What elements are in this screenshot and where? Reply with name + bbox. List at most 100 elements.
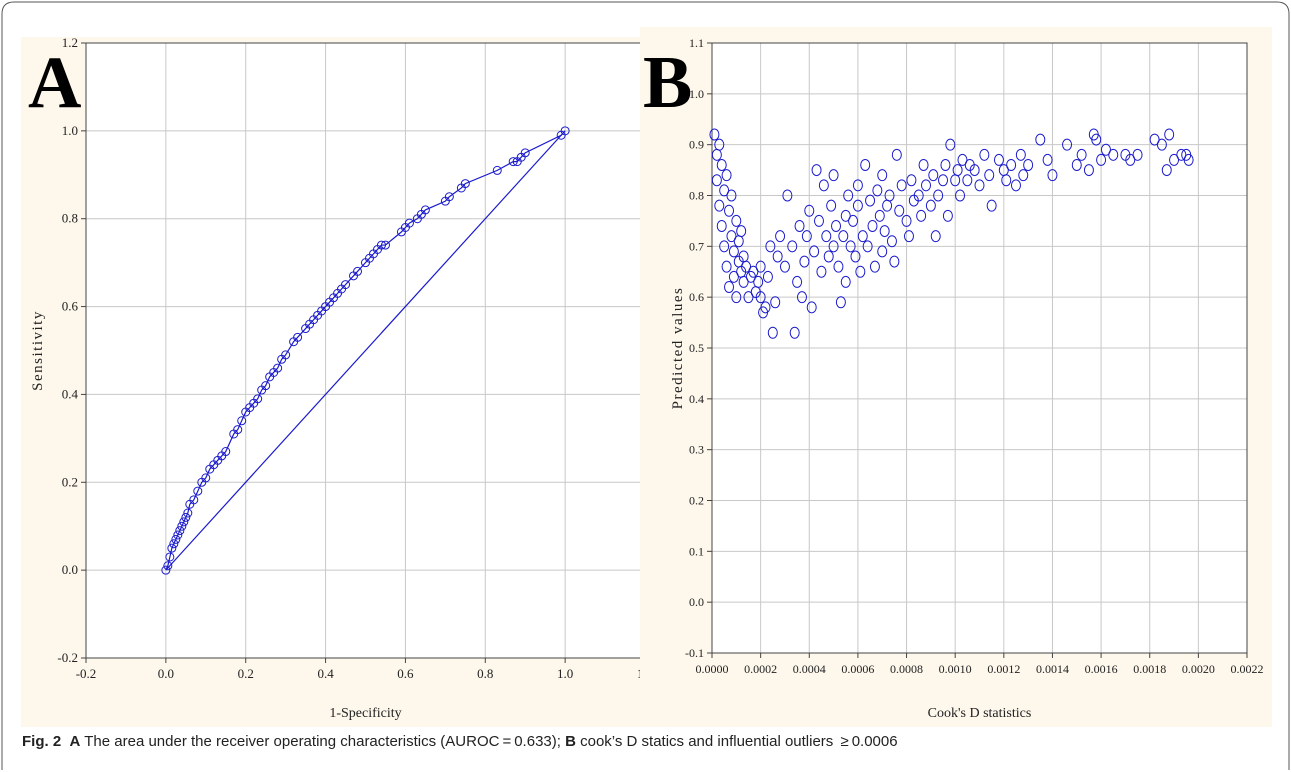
panel-b-data-point [770, 296, 781, 309]
panel-b-data-point [1096, 153, 1107, 166]
panel-b-data-point [731, 291, 742, 304]
panel-b-data-point [979, 148, 990, 161]
panel-b-data-point [1183, 153, 1194, 166]
panel-b-data-point [869, 260, 880, 273]
panel-b-data-point [826, 199, 837, 212]
panel-b-y-tick-label: 0.2 [689, 494, 704, 508]
panel-a-x-tick-label: 0.2 [238, 666, 254, 681]
panel-b-x-tick-label: 0.0018 [1133, 662, 1166, 676]
panel-b-data-point [886, 235, 897, 248]
panel-b-data-point [804, 204, 815, 217]
panel-b-y-tick-label: 0.1 [689, 544, 704, 558]
panel-a-x-tick-label: 0.8 [477, 666, 493, 681]
panel-b-data-point [930, 230, 941, 243]
panel-b-data-point [728, 245, 739, 258]
panel-b-data-point [969, 164, 980, 177]
panel-b-plot-frame [711, 42, 1248, 654]
panel-a-series-line [165, 130, 566, 571]
panel-a-y-tick-label: 1.0 [62, 123, 78, 138]
panel-b-data-point [762, 270, 773, 283]
panel-b-data-point [1125, 153, 1136, 166]
panel-b-data-point [796, 291, 807, 304]
panel-a-y-tick-label: 0.2 [62, 474, 78, 489]
panel-a-data-point [492, 165, 502, 175]
panel-b-data-point [726, 189, 737, 202]
panel-b-data-point [916, 209, 927, 222]
panel-b-data-point [1100, 143, 1111, 156]
panel-b-data-point [801, 230, 812, 243]
panel-b-data-point [962, 174, 973, 187]
panel-b-y-tick-label: 0.4 [689, 392, 704, 406]
panel-a-y-tick-label: 0.8 [62, 211, 78, 226]
panel-b-data-point [760, 301, 771, 314]
panel-b-data-point [748, 265, 759, 278]
panel-b-x-tick-label: 0.0010 [939, 662, 972, 676]
panel-b-y-tick-label: 0.5 [689, 341, 704, 355]
caption-a-letter: A [69, 733, 81, 750]
panel-b-data-point [738, 275, 749, 288]
panel-a-data-point [161, 565, 171, 575]
panel-a-data-point [181, 512, 191, 522]
panel-b-data-point [721, 169, 732, 182]
panel-a-data-point [183, 508, 193, 518]
panel-b-data-point [794, 220, 805, 232]
panel-b-data-point [884, 189, 895, 202]
panel-b-x-tick-label: 0.0004 [793, 662, 826, 676]
panel-b-data-point [809, 245, 820, 258]
panel-a-data-point [171, 534, 181, 544]
panel-b-data-point [835, 296, 846, 309]
panel-b-x-tick-label: 0.0016 [1085, 662, 1118, 676]
caption-a-text: The area under the receiver operating ch… [84, 733, 561, 750]
panel-b-data-point [821, 230, 832, 243]
panel-a-data-point [376, 240, 386, 250]
panel-b-data-point [928, 169, 939, 182]
panel-a-y-tick-label: 0.4 [62, 386, 79, 401]
panel-b-data-point [843, 189, 854, 202]
panel-b-data-point [714, 199, 725, 212]
panel-b-data-point [874, 209, 885, 222]
panel-b-data-point [952, 164, 963, 177]
panel-b-data-point [1006, 159, 1017, 171]
panel-b-data-point [828, 240, 839, 253]
panel-a-data-point [404, 218, 414, 228]
panel-b-data-point [1108, 148, 1119, 161]
panel-b-data-point [1015, 148, 1026, 161]
panel-b-data-point [921, 179, 931, 192]
panel-a-data-point [380, 240, 390, 250]
panel-b-data-point [974, 179, 985, 192]
panel-b-data-point [877, 245, 888, 258]
panel-b-y-tick-label: 1.0 [689, 87, 704, 101]
panel-b-data-point [1132, 148, 1143, 161]
panel-a-data-point [165, 552, 175, 562]
panel-b-data-point [1062, 138, 1073, 151]
panel-b-data-point [1042, 153, 1053, 166]
panel-b-data-point [862, 240, 873, 253]
panel-a-panel-letter: A [28, 42, 81, 124]
panel-b-data-point [857, 230, 868, 243]
panel-a-data-point [193, 486, 203, 496]
panel-b-data-point [1161, 164, 1172, 177]
panel-b-data-point [867, 220, 878, 232]
panel-b-data-point [848, 214, 859, 227]
panel-b-data-point [721, 260, 732, 273]
panel-a-y-tick-label: 0.6 [62, 299, 79, 314]
panel-b-data-point [877, 169, 888, 182]
panel-b-data-point [1164, 128, 1175, 141]
panel-a-data-point [189, 495, 199, 505]
panel-b-data-point [789, 326, 800, 339]
panel-a-y-axis-label: Sensitivity [30, 310, 46, 391]
panel-b-data-point [765, 240, 776, 253]
panel-a-data-point [177, 521, 187, 531]
panel-b-y-tick-label: 1.1 [689, 36, 704, 50]
panel-b-data-point [993, 153, 1004, 166]
panel-a-x-tick-label: -0.2 [76, 666, 97, 681]
panel-b-data-point [903, 230, 914, 243]
panel-b-data-point [918, 159, 929, 171]
panel-b-data-point [728, 270, 739, 283]
panel-b-data-point [787, 240, 798, 253]
panel-b-data-point [1001, 174, 1012, 187]
panel-a-data-point [508, 157, 518, 167]
panel-b-data-point [719, 240, 730, 253]
